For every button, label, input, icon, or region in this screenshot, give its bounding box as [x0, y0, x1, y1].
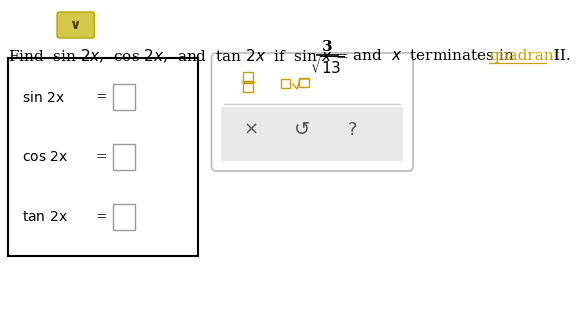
Text: $\mathrm{cos\ 2x}$: $\mathrm{cos\ 2x}$ [22, 150, 68, 164]
Text: =: = [96, 210, 107, 224]
Bar [113, 204, 135, 230]
Bar [243, 72, 253, 81]
Bar [8, 58, 198, 256]
Bar [299, 78, 309, 87]
FancyBboxPatch shape [211, 53, 413, 171]
Text: $\sqrt{13}$: $\sqrt{13}$ [310, 55, 345, 77]
Bar [221, 107, 403, 161]
Bar [113, 144, 135, 170]
Text: quadrant: quadrant [489, 49, 559, 63]
Text: ?: ? [347, 121, 357, 139]
Text: 3: 3 [322, 40, 333, 54]
Text: ×: × [243, 121, 259, 139]
Text: ∨: ∨ [70, 18, 81, 32]
Bar [113, 84, 135, 110]
Text: and  $x$  terminates in: and $x$ terminates in [343, 48, 520, 63]
Text: Find  sin $2x$,  cos $2x$,  and  tan $2x$  if  sin $x$ =: Find sin $2x$, cos $2x$, and tan $2x$ if… [8, 47, 348, 65]
Text: =: = [96, 90, 107, 104]
Text: ↺: ↺ [294, 121, 310, 139]
Text: $\mathrm{sin\ 2x}$: $\mathrm{sin\ 2x}$ [22, 89, 65, 105]
FancyBboxPatch shape [57, 12, 94, 38]
Text: =: = [96, 150, 107, 164]
Bar [281, 79, 290, 88]
Bar [243, 83, 253, 92]
Text: II.: II. [549, 49, 570, 63]
Text: $\mathrm{tan\ 2x}$: $\mathrm{tan\ 2x}$ [22, 210, 67, 224]
